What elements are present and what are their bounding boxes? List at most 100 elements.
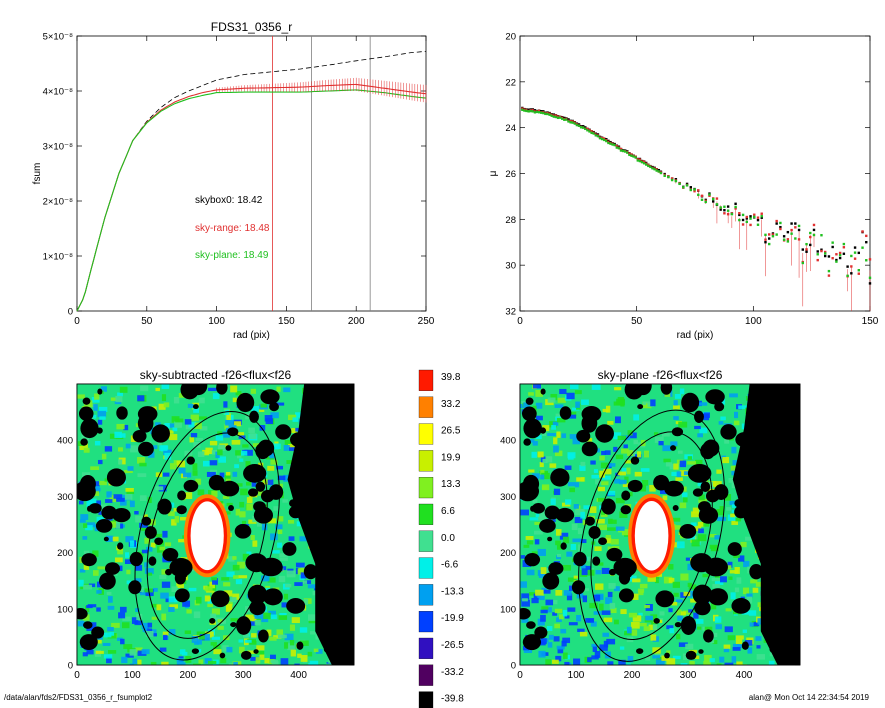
masked-source (190, 384, 208, 396)
sky-plane-point (588, 130, 591, 133)
colorbar-label: 6.6 (441, 506, 455, 517)
y-tick-label: 3×10⁻⁸ (43, 142, 73, 153)
masked-source (765, 620, 771, 627)
sky-plane-point (868, 276, 872, 280)
masked-source (186, 456, 195, 465)
x-tick-label: 150 (278, 316, 295, 327)
masked-source (81, 553, 97, 567)
masked-source (183, 479, 199, 493)
skybox0-point (674, 178, 678, 181)
sky-plane-point (745, 220, 748, 224)
sky-range-point (824, 250, 827, 254)
masked-source (703, 629, 714, 643)
masked-region (732, 384, 800, 665)
sky-plane-point (764, 233, 767, 237)
sky-plane-point (842, 242, 846, 246)
masked-source (636, 648, 644, 655)
y-tick-label: 30 (505, 261, 516, 272)
sky-range-point (790, 228, 793, 232)
sky-plane-point (552, 115, 556, 118)
sky-range-point (628, 152, 631, 155)
img2-title: sky-plane -f26<flux<f26 (598, 368, 723, 382)
sky-range-point (812, 223, 816, 227)
masked-source (236, 616, 252, 635)
sky-range-point (838, 251, 842, 255)
sky-plane-point (550, 114, 553, 117)
masked-source (174, 588, 190, 603)
masked-source (138, 441, 154, 457)
sky-plane-point (794, 237, 797, 240)
masked-source (734, 499, 743, 508)
x-tick-label: 100 (568, 670, 585, 681)
sky-plane-point (605, 139, 608, 143)
masked-source (253, 649, 259, 654)
sky-plane-point (628, 153, 631, 157)
masked-source (655, 590, 675, 608)
sky-range-point (537, 109, 541, 113)
masked-source (637, 404, 644, 410)
skybox0-point (846, 265, 849, 268)
skybox0-point (827, 255, 831, 258)
masked-source (316, 489, 330, 503)
sky-plane-point (827, 269, 831, 273)
sky-range-point (805, 248, 808, 251)
sky-range-point (835, 253, 838, 256)
masked-source (544, 505, 561, 520)
masked-source (331, 459, 350, 476)
sky-range-point (693, 189, 696, 193)
sky-range-point (700, 194, 704, 198)
masked-source (700, 442, 716, 460)
sky-plane-point (556, 116, 560, 120)
sky-plane-point (540, 111, 543, 114)
masked-source (288, 505, 303, 519)
sky-range-point (794, 226, 797, 229)
sky-plane-point (569, 121, 572, 124)
sky-plane-point (801, 261, 804, 265)
sky-range-point (768, 233, 771, 236)
masked-source (674, 622, 682, 628)
sky-plane-point (584, 127, 587, 131)
sky-plane-point (782, 238, 786, 241)
masked-source (671, 427, 684, 437)
masked-source (576, 429, 591, 443)
sky-plane-point (700, 198, 704, 201)
masked-source (289, 471, 300, 483)
colorbar-label: 26.5 (441, 426, 461, 437)
masked-source (653, 618, 660, 624)
isophote-ellipse (578, 409, 726, 662)
masked-source (745, 414, 754, 421)
sky-plane-point (565, 118, 568, 121)
sky-plane-point (594, 134, 598, 137)
masked-source (101, 505, 117, 520)
masked-source (290, 432, 308, 447)
masked-source (247, 584, 268, 605)
x-tick-label: 50 (141, 316, 153, 327)
sky-plane-point (678, 182, 681, 186)
fsum-annotation: skybox0: 18.42 (195, 195, 263, 206)
masked-source (581, 414, 598, 433)
y-tick-label: 300 (500, 492, 516, 503)
sky-plane-point (779, 221, 782, 225)
skybox0-point (868, 282, 872, 285)
masked-source (243, 464, 267, 483)
masked-source (91, 626, 105, 639)
y-tick-label: 5×10⁻⁸ (43, 32, 73, 43)
masked-source (708, 588, 729, 606)
fsum-annotation: sky-range: 18.48 (195, 223, 270, 234)
sky-range-point (857, 272, 860, 275)
masked-source (660, 384, 673, 395)
masked-source (664, 652, 670, 659)
masked-source (735, 432, 754, 448)
sky-plane-point (626, 151, 629, 154)
masked-source (177, 490, 187, 501)
sky-plane-point (636, 159, 640, 162)
masked-source (630, 456, 640, 465)
masked-source (773, 399, 791, 418)
skybox0-point (786, 230, 790, 234)
sky-range-point (861, 230, 864, 233)
masked-source (681, 392, 700, 413)
sky-plane-point (598, 136, 602, 140)
sky-plane-point (603, 138, 606, 142)
masked-source (694, 600, 711, 616)
